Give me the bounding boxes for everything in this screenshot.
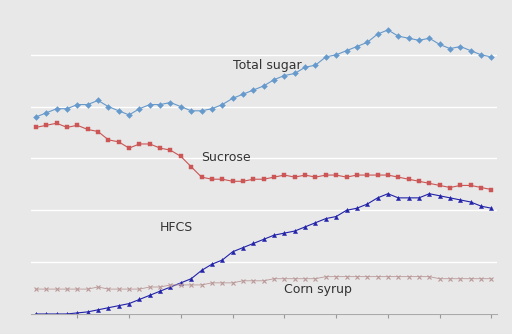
Text: Total sugar: Total sugar <box>232 59 301 72</box>
Text: HFCS: HFCS <box>160 221 194 234</box>
Text: Corn syrup: Corn syrup <box>284 283 352 296</box>
Text: Sucrose: Sucrose <box>202 151 251 164</box>
